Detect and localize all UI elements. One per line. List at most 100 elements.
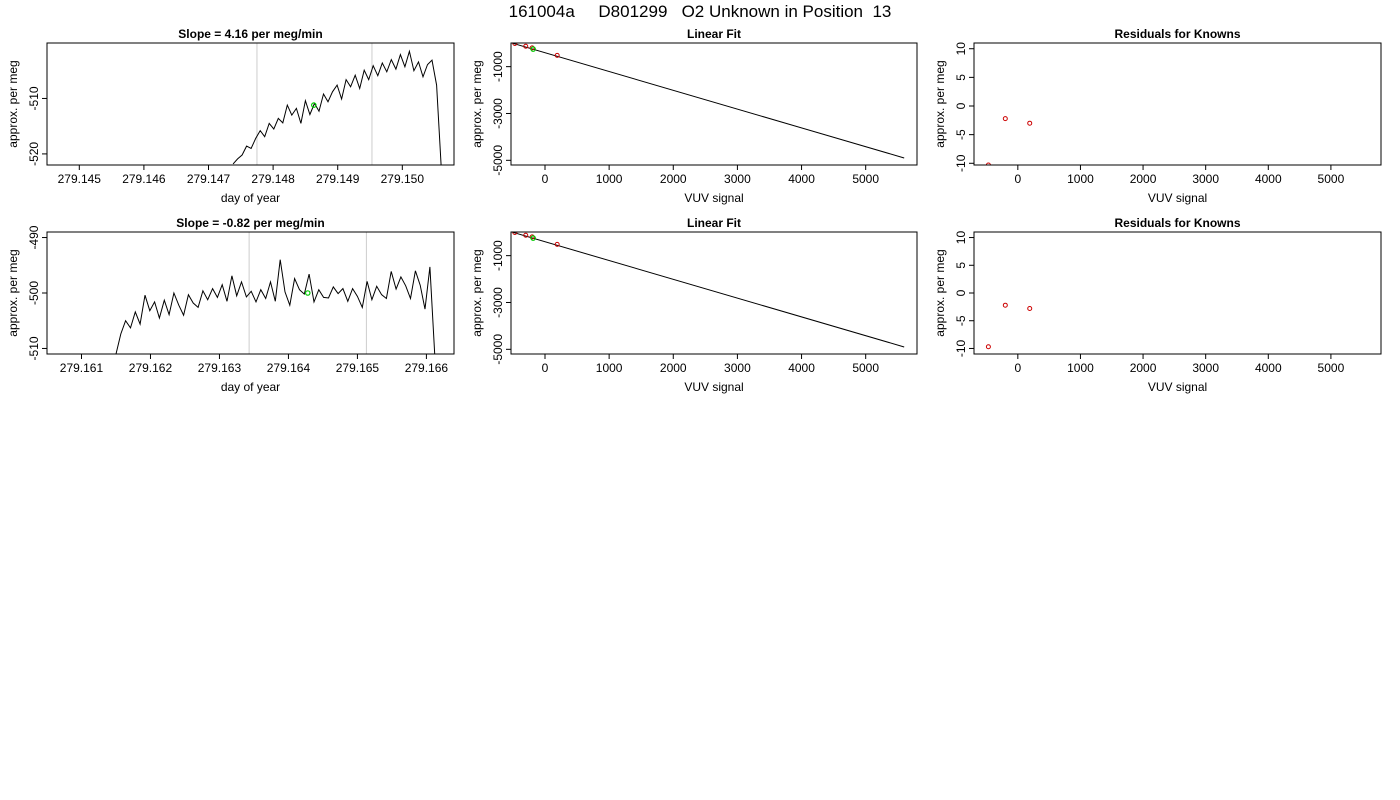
x-tick-label: 2000 [1130, 361, 1157, 375]
panel-title: Residuals for Knowns [1114, 216, 1240, 230]
x-axis-label: VUV signal [1148, 191, 1207, 205]
panel-6: Residuals for Knowns VUV signal approx. pe… [933, 216, 1382, 394]
x-tick-label: 279.164 [267, 361, 311, 375]
x-tick-label: 0 [542, 361, 549, 375]
fit-line [511, 232, 905, 348]
x-tick-label: 2000 [660, 361, 687, 375]
known-point [523, 232, 529, 238]
y-tick-label: -5000 [491, 334, 505, 365]
y-tick-label: -3000 [491, 98, 505, 129]
y-tick-label: 10 [954, 42, 968, 56]
known-point [985, 344, 991, 350]
panel-title: Residuals for Knowns [1114, 27, 1240, 41]
x-tick-label: 0 [542, 172, 549, 186]
panel-title: Linear Fit [687, 216, 741, 230]
plot-area [511, 232, 905, 348]
panel-title: Slope = -0.82 per meg/min [176, 216, 324, 230]
x-tick-label: 1000 [596, 172, 623, 186]
y-tick-label: -490 [27, 225, 41, 249]
x-tick-label: 279.150 [381, 172, 425, 186]
panel-5: Linear Fit VUV signal approx. per meg 0 1000… [470, 216, 918, 394]
x-tick-label: 2000 [660, 172, 687, 186]
unknown-point [530, 46, 536, 52]
x-tick-label: 279.149 [316, 172, 360, 186]
signal-line [232, 49, 442, 165]
known-point [529, 234, 535, 240]
x-axis-label: VUV signal [684, 380, 743, 394]
panel-2: Linear Fit VUV signal approx. per meg 0 1000… [470, 27, 918, 205]
plot-frame [46, 42, 455, 166]
y-tick-label: -500 [27, 281, 41, 305]
x-tick-label: 1000 [1067, 361, 1094, 375]
y-axis-label: approx. per meg [933, 60, 947, 147]
x-tick-label: 5000 [852, 361, 879, 375]
x-tick-label: 279.162 [129, 361, 173, 375]
y-axis-label: approx. per meg [470, 60, 484, 147]
x-tick-label: 279.163 [198, 361, 242, 375]
x-tick-label: 279.166 [405, 361, 449, 375]
y-axis-label: approx. per meg [470, 249, 484, 336]
x-tick-label: 3000 [1192, 361, 1219, 375]
panel-3: Residuals for Knowns VUV signal approx. pe… [933, 27, 1382, 205]
y-tick-label: 10 [954, 231, 968, 245]
unknown-point [530, 235, 536, 241]
x-tick-label: 5000 [852, 172, 879, 186]
x-tick-label: 4000 [1255, 361, 1282, 375]
signal-line [115, 259, 436, 354]
known-point [554, 52, 560, 58]
plot-area [115, 232, 436, 354]
x-tick-label: 279.146 [122, 172, 166, 186]
mean-marker [304, 290, 311, 296]
plot-area [232, 43, 442, 165]
plot-area [985, 116, 1033, 165]
x-tick-label: 279.148 [251, 172, 295, 186]
y-tick-label: -5 [954, 315, 968, 326]
y-tick-label: 0 [954, 102, 968, 109]
y-tick-label: -1000 [491, 51, 505, 82]
x-axis-label: VUV signal [684, 191, 743, 205]
y-tick-label: -510 [27, 86, 41, 110]
x-tick-label: 3000 [724, 172, 751, 186]
x-tick-label: 279.165 [336, 361, 380, 375]
y-tick-label: -1000 [491, 240, 505, 271]
x-axis-label: VUV signal [1148, 380, 1207, 394]
x-tick-label: 3000 [724, 361, 751, 375]
x-axis-label: day of year [221, 191, 280, 205]
y-tick-label: -10 [954, 339, 968, 357]
plot-frame [510, 231, 918, 355]
known-point [985, 162, 991, 165]
y-axis-label: approx. per meg [6, 249, 20, 336]
y-tick-label: -520 [27, 142, 41, 166]
y-tick-label: -5 [954, 129, 968, 140]
y-axis-label: approx. per meg [933, 249, 947, 336]
x-tick-label: 5000 [1318, 172, 1345, 186]
y-tick-label: -10 [954, 154, 968, 172]
x-tick-label: 4000 [1255, 172, 1282, 186]
x-tick-label: 0 [1014, 361, 1021, 375]
plot-frame [46, 231, 455, 355]
known-point [554, 241, 560, 247]
x-tick-label: 0 [1014, 172, 1021, 186]
known-point [1002, 116, 1008, 122]
panel-title: Slope = 4.16 per meg/min [178, 27, 322, 41]
panel-1: Slope = 4.16 per meg/min day of year appro… [6, 27, 455, 205]
known-point [1027, 120, 1033, 126]
known-point [1027, 306, 1033, 312]
y-tick-label: -5000 [491, 145, 505, 176]
figure-title: 161004a D801299 O2 Unknown in Position 1… [508, 2, 892, 21]
x-axis-label: day of year [221, 380, 280, 394]
known-point [529, 45, 535, 51]
x-tick-label: 3000 [1192, 172, 1219, 186]
mean-marker [311, 102, 317, 108]
y-tick-label: 0 [954, 289, 968, 296]
known-point [1002, 302, 1008, 308]
y-tick-label: 5 [954, 262, 968, 269]
x-tick-label: 2000 [1130, 172, 1157, 186]
plot-area [985, 302, 1033, 350]
y-tick-label: -3000 [491, 287, 505, 318]
plot-frame [510, 42, 918, 166]
x-tick-label: 279.161 [60, 361, 104, 375]
y-tick-label: -510 [27, 336, 41, 360]
